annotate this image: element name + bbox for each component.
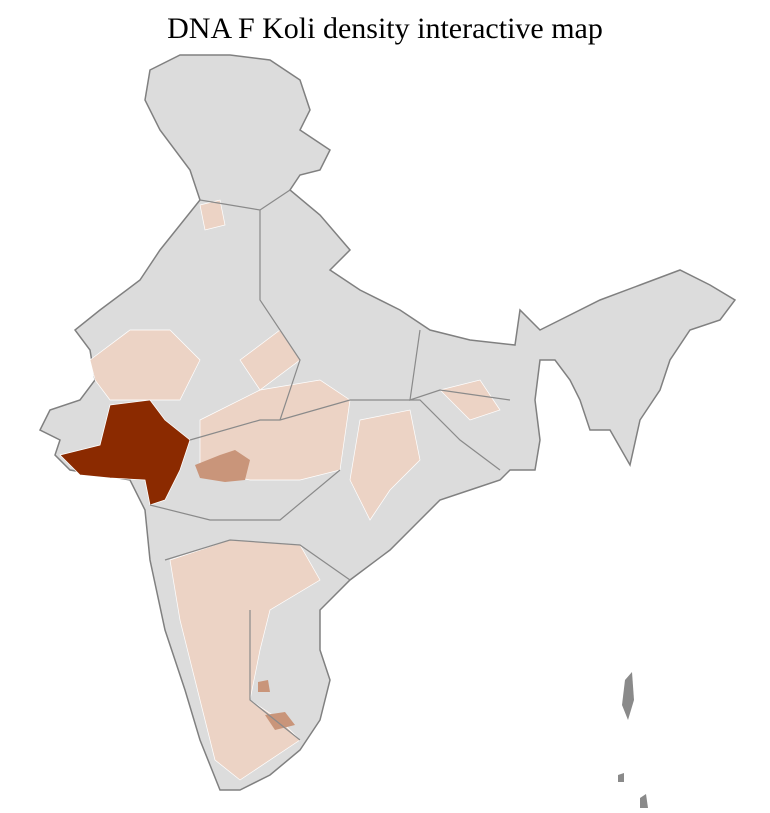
- islands: [618, 672, 648, 808]
- state-borders: [149, 189, 511, 741]
- region: [439, 379, 501, 421]
- map-title: DNA F Koli density interactive map: [167, 12, 603, 45]
- region: [265, 712, 295, 730]
- region: [89, 329, 201, 401]
- region: [195, 450, 250, 482]
- mid-density-regions: [195, 450, 295, 730]
- low-density-regions: [89, 199, 501, 781]
- region: [258, 680, 270, 692]
- region: [199, 199, 226, 231]
- region: [349, 409, 421, 521]
- region: [169, 539, 321, 781]
- high-density-region: [59, 399, 191, 506]
